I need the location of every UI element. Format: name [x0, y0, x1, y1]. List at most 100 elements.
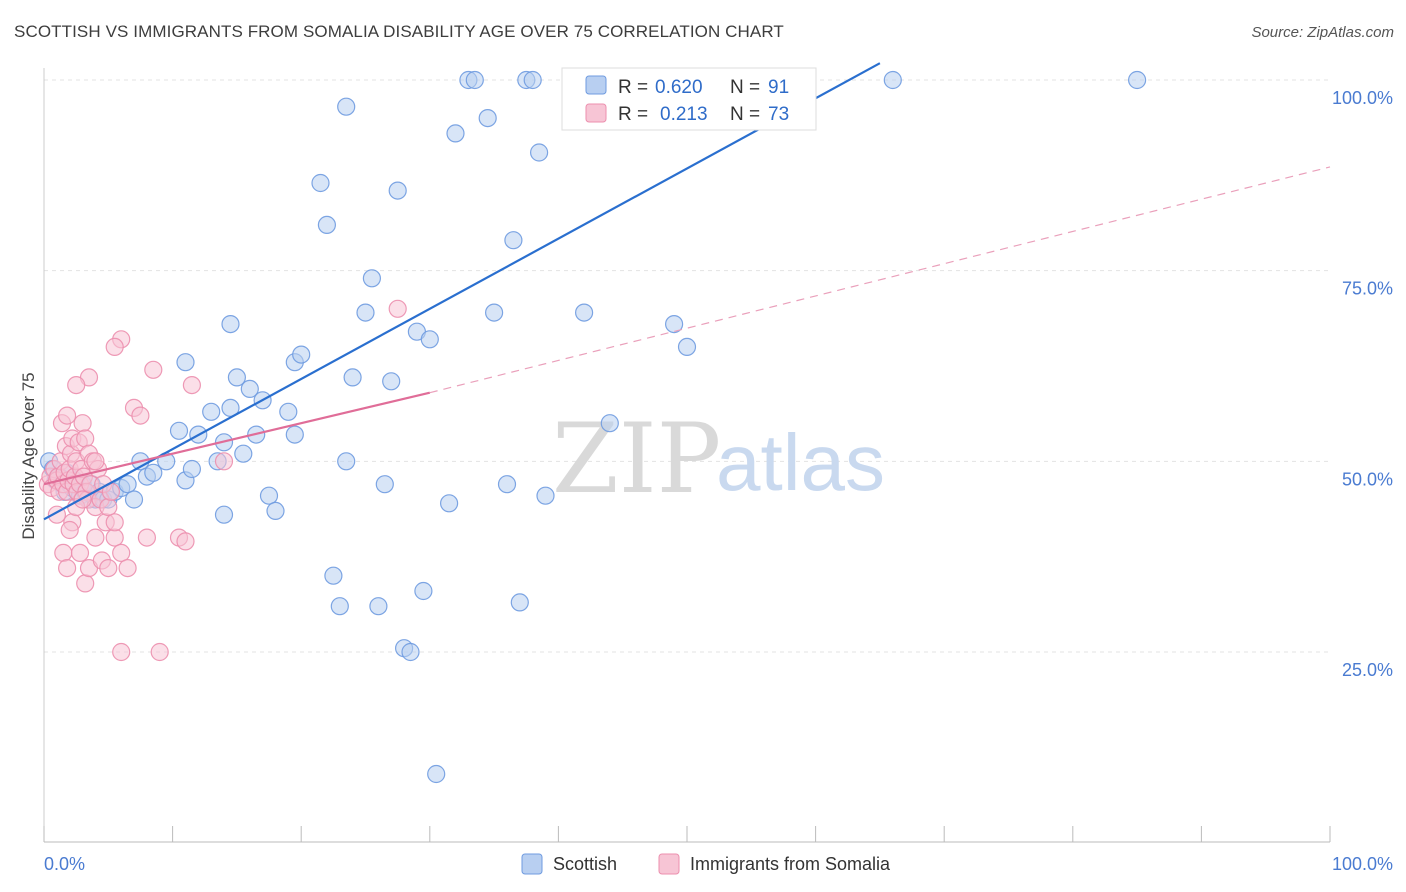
somalia-point: [112, 543, 131, 563]
scottish-point: [176, 353, 195, 372]
legend-top: R = 0.620 N = 91 R = 0.213 N = 73: [561, 67, 817, 131]
scottish-point: [883, 70, 902, 90]
legend-n-value-2: 73: [768, 104, 789, 125]
somalia-point: [76, 574, 95, 593]
legend-bottom-label-scottish: Scottish: [553, 854, 617, 874]
somalia-point: [105, 337, 124, 356]
somalia-point: [73, 414, 92, 433]
scottish-point: [221, 315, 240, 334]
legend-swatch-scottish: [585, 75, 607, 95]
somalia-point: [67, 376, 86, 395]
scottish-point: [337, 452, 356, 471]
scottish-point: [536, 486, 555, 505]
source-credit: Source: ZipAtlas.com: [1251, 24, 1394, 41]
somalia-point: [57, 558, 77, 578]
scottish-point: [240, 379, 259, 398]
scottish-point: [330, 597, 349, 616]
scottish-point: [227, 368, 246, 387]
somalia-point: [144, 360, 163, 379]
somalia-points: [38, 299, 407, 662]
scottish-point: [279, 402, 298, 421]
scottish-point: [440, 494, 459, 513]
scottish-point: [118, 475, 137, 494]
y-tick-labels: 25.0% 50.0% 75.0% 100.0%: [1332, 88, 1393, 680]
scottish-point: [677, 337, 697, 356]
scottish-point: [324, 566, 343, 585]
x-tick-labels: 0.0% 100.0%: [44, 854, 1393, 874]
somalia-point: [99, 558, 118, 578]
scottish-point: [446, 124, 465, 143]
scottish-point: [510, 593, 529, 612]
legend-r-label-1: R =: [618, 77, 648, 98]
scottish-point: [427, 764, 446, 784]
somalia-point: [73, 490, 92, 509]
somalia-point: [118, 558, 137, 578]
scottish-point: [375, 475, 394, 494]
scottish-point: [465, 70, 484, 90]
y-tick-label: 75.0%: [1342, 279, 1393, 299]
scottish-point: [234, 444, 253, 463]
somalia-trend-line: [43, 391, 431, 486]
scottish-point: [285, 425, 304, 444]
scottish-point: [414, 581, 433, 601]
trend-lines: [43, 62, 1331, 521]
scottish-point: [124, 490, 144, 509]
legend-n-label-2: N =: [730, 104, 760, 125]
gridlines: [44, 79, 1330, 653]
somalia-point: [57, 406, 77, 425]
x-tick-label: 100.0%: [1332, 854, 1393, 874]
scottish-point: [337, 97, 356, 116]
somalia-point: [105, 528, 124, 547]
somalia-trend-extension: [429, 166, 1331, 394]
x-ticks: [43, 826, 1331, 842]
legend-bottom-swatch-scottish: [521, 853, 543, 875]
scottish-point: [356, 303, 375, 322]
somalia-point: [60, 520, 79, 540]
watermark-atlas: atlas: [716, 418, 885, 507]
scottish-point: [292, 345, 311, 364]
y-tick-label: 25.0%: [1342, 660, 1393, 680]
legend-r-label-2: R =: [618, 104, 648, 125]
somalia-point: [176, 532, 195, 551]
scottish-point: [664, 315, 684, 334]
scottish-point: [214, 505, 234, 524]
watermark-zip: ZIP: [552, 403, 721, 515]
scottish-point: [202, 402, 221, 421]
scottish-point: [401, 642, 420, 662]
scottish-point: [259, 486, 279, 505]
scottish-point: [144, 463, 163, 482]
legend-swatch-somalia: [585, 103, 607, 123]
legend-n-label-1: N =: [730, 77, 760, 98]
scottish-point: [388, 181, 407, 200]
scottish-point: [504, 231, 523, 250]
scottish-point: [1127, 70, 1147, 90]
page-title: SCOTTISH VS IMMIGRANTS FROM SOMALIA DISA…: [14, 22, 784, 41]
y-tick-label: 50.0%: [1342, 469, 1393, 489]
scottish-point: [266, 501, 285, 520]
scottish-point: [362, 269, 381, 288]
y-tick-label: 100.0%: [1332, 88, 1393, 108]
legend-bottom: Scottish Immigrants from Somalia: [521, 853, 891, 875]
scottish-trend-line: [43, 62, 881, 521]
scottish-point: [600, 414, 619, 433]
scottish-point: [420, 330, 439, 349]
somalia-point: [150, 642, 169, 662]
somalia-point: [86, 528, 105, 547]
legend-r-value-2: 0.213: [660, 104, 708, 125]
legend-bottom-swatch-somalia: [658, 853, 680, 875]
somalia-point: [137, 528, 156, 547]
somalia-point: [54, 543, 73, 563]
scottish-point: [574, 303, 594, 322]
scottish-point: [485, 303, 504, 322]
somalia-point: [112, 642, 131, 662]
legend-bottom-label-somalia: Immigrants from Somalia: [690, 854, 891, 874]
somalia-point: [70, 543, 90, 563]
scottish-point: [343, 368, 362, 387]
scottish-point: [311, 173, 330, 193]
legend-n-value-1: 91: [768, 77, 789, 98]
y-axis-title: Disability Age Over 75: [19, 372, 38, 539]
legend-r-value-1: 0.620: [655, 77, 703, 98]
watermark: ZIP atlas: [552, 403, 885, 515]
scottish-point: [369, 597, 388, 616]
